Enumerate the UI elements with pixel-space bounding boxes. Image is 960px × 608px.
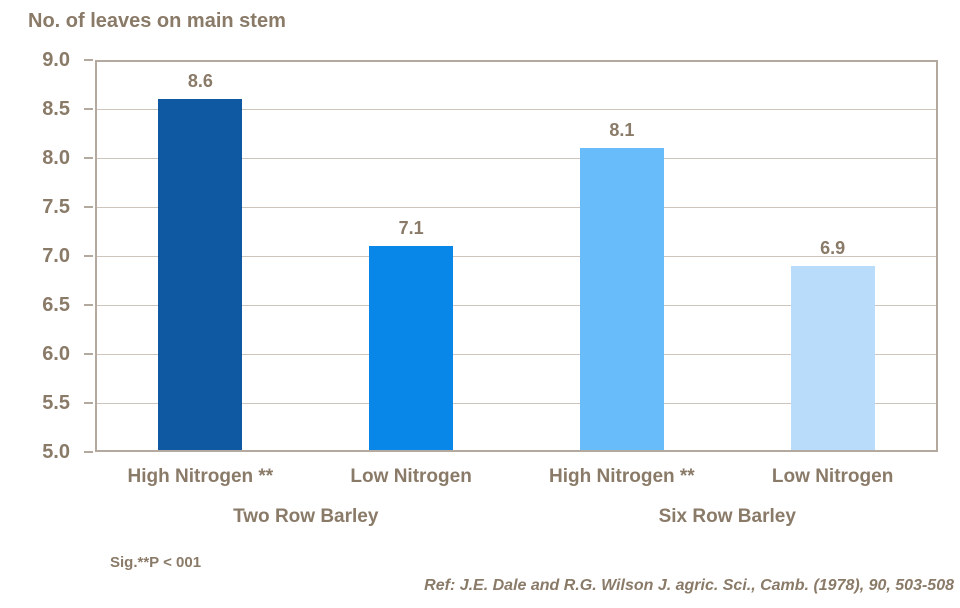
plot-area xyxy=(95,60,938,452)
y-axis-tick-label: 7.5 xyxy=(42,196,70,218)
y-axis-tick-mark xyxy=(84,206,93,208)
y-gridline xyxy=(97,158,936,159)
x-axis-category-label: High Nitrogen ** xyxy=(549,466,695,487)
y-gridline xyxy=(97,403,936,404)
y-axis-tick-label: 5.0 xyxy=(42,441,70,463)
y-axis-tick-label: 8.5 xyxy=(42,98,70,120)
y-axis-tick-mark xyxy=(84,59,93,61)
y-axis-tick-label: 6.5 xyxy=(42,294,70,316)
y-gridline xyxy=(97,207,936,208)
y-axis-tick-label: 8.0 xyxy=(42,147,70,169)
y-axis-tick-mark xyxy=(84,353,93,355)
y-axis-tick-mark xyxy=(84,157,93,159)
y-gridline xyxy=(97,256,936,257)
y-gridline xyxy=(97,354,936,355)
x-axis-category-label: Low Nitrogen xyxy=(350,466,472,487)
y-gridline xyxy=(97,305,936,306)
bar-value-label: 7.1 xyxy=(398,218,424,239)
bar-4 xyxy=(790,265,875,450)
bar-3 xyxy=(579,148,664,450)
x-axis-category-label: Low Nitrogen xyxy=(771,466,894,487)
y-gridline xyxy=(97,109,936,110)
y-axis-tick-label: 5.5 xyxy=(42,392,70,414)
y-axis-tick-mark xyxy=(84,402,93,404)
y-axis-tick-label: 6.0 xyxy=(42,343,70,365)
y-axis-tick-label: 7.0 xyxy=(42,245,70,267)
y-axis-tick-mark xyxy=(84,304,93,306)
bar-value-label: 8.6 xyxy=(187,71,213,92)
bar-value-label: 8.1 xyxy=(609,120,635,141)
x-axis-category-label: High Nitrogen ** xyxy=(127,466,274,487)
x-axis-group-label: Two Row Barley xyxy=(233,506,379,527)
y-axis-tick-mark xyxy=(84,108,93,110)
bar-2 xyxy=(369,246,454,450)
chart-title: No. of leaves on main stem xyxy=(28,10,286,32)
y-axis-tick-mark xyxy=(84,451,93,453)
bar-1 xyxy=(158,99,243,450)
significance-footnote: Sig.**P < 001 xyxy=(110,554,202,571)
y-axis-tick-mark xyxy=(84,255,93,257)
x-axis-group-label: Six Row Barley xyxy=(658,506,796,527)
reference-citation: Ref: J.E. Dale and R.G. Wilson J. agric.… xyxy=(424,577,954,594)
bar-value-label: 6.9 xyxy=(820,237,846,258)
y-axis-tick-label: 9.0 xyxy=(42,49,70,71)
